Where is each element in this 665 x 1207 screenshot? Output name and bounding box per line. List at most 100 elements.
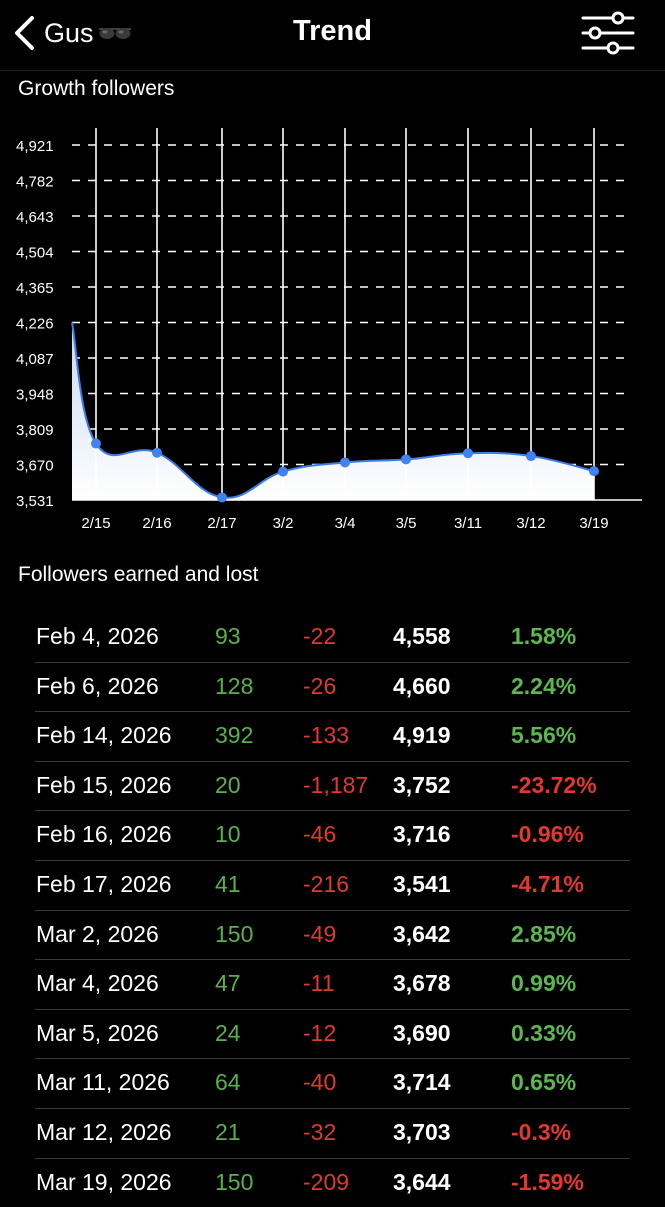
data-point[interactable]: [152, 447, 162, 458]
row-percent-change: 5.56%: [511, 722, 577, 749]
row-date: Feb 4, 2026: [36, 623, 159, 649]
table-row: Feb 16, 2026 10 -46 3,716 -0.96%: [35, 811, 630, 861]
row-total: 4,660: [393, 672, 451, 699]
series-area: [72, 322, 594, 500]
row-total: 3,714: [393, 1069, 451, 1096]
table-row: Feb 6, 2026 128 -26 4,660 2.24%: [35, 663, 630, 713]
table-row: Mar 12, 2026 21 -32 3,703 -0.3%: [35, 1109, 630, 1159]
row-percent-change: -1.59%: [511, 1168, 584, 1195]
row-total: 3,644: [393, 1168, 451, 1195]
x-tick-label: 3/19: [579, 515, 608, 532]
y-tick-label: 4,921: [16, 138, 54, 155]
row-lost: -1,187: [303, 771, 369, 798]
x-tick-label: 2/16: [142, 515, 171, 532]
row-date: Feb 15, 2026: [36, 771, 172, 798]
nav-bar: Gus Trend: [0, 0, 665, 71]
data-point[interactable]: [526, 451, 536, 462]
row-percent-change: -4.71%: [511, 870, 584, 897]
row-date: Mar 19, 2026: [36, 1168, 172, 1195]
sunglasses-icon: [98, 26, 132, 40]
y-tick-label: 4,226: [16, 316, 54, 333]
row-lost: -12: [303, 1019, 337, 1046]
sliders-icon: [581, 11, 635, 55]
row-total: 4,558: [393, 623, 451, 649]
x-tick-label: 3/2: [273, 515, 294, 532]
row-date: Feb 6, 2026: [36, 672, 159, 699]
row-earned: 10: [215, 821, 241, 848]
y-tick-label: 3,948: [16, 387, 54, 404]
chevron-left-icon: [12, 15, 36, 51]
row-total: 3,642: [393, 920, 451, 947]
y-tick-label: 4,087: [16, 351, 54, 368]
row-percent-change: 0.99%: [511, 970, 577, 997]
row-date: Feb 16, 2026: [36, 821, 172, 848]
row-earned: 392: [215, 722, 254, 749]
y-tick-label: 3,809: [16, 422, 54, 439]
row-earned: 64: [215, 1069, 241, 1096]
row-lost: -40: [303, 1069, 337, 1096]
data-point[interactable]: [463, 448, 473, 459]
row-earned: 41: [215, 870, 241, 897]
row-lost: -11: [303, 970, 335, 997]
row-lost: -22: [303, 623, 337, 649]
row-earned: 24: [215, 1019, 241, 1046]
row-date: Mar 5, 2026: [36, 1019, 159, 1046]
row-earned: 93: [215, 623, 241, 649]
row-percent-change: 2.24%: [511, 672, 577, 699]
back-label: Gus: [44, 17, 94, 48]
row-percent-change: 0.65%: [511, 1069, 577, 1096]
row-date: Mar 4, 2026: [36, 970, 159, 997]
row-lost: -32: [303, 1118, 337, 1145]
row-total: 4,919: [393, 722, 451, 749]
data-point[interactable]: [589, 466, 599, 477]
data-point[interactable]: [91, 438, 101, 449]
data-point[interactable]: [217, 492, 227, 503]
table-row: Mar 11, 2026 64 -40 3,714 0.65%: [35, 1059, 630, 1109]
table-row: Mar 4, 2026 47 -11 3,678 0.99%: [35, 960, 630, 1010]
row-lost: -26: [303, 672, 337, 699]
row-date: Feb 14, 2026: [36, 722, 172, 749]
x-tick-label: 2/15: [81, 515, 110, 532]
row-total: 3,678: [393, 970, 451, 997]
row-earned: 150: [215, 920, 254, 947]
data-point[interactable]: [401, 454, 411, 465]
x-tick-label: 3/12: [516, 515, 545, 532]
row-total: 3,690: [393, 1019, 451, 1046]
row-total: 3,703: [393, 1118, 451, 1145]
y-tick-label: 4,365: [16, 280, 54, 297]
row-earned: 47: [215, 970, 241, 997]
row-lost: -209: [303, 1168, 350, 1195]
row-earned: 150: [215, 1168, 254, 1195]
growth-section-title: Growth followers: [18, 77, 175, 100]
back-button[interactable]: Gus: [12, 8, 132, 58]
row-percent-change: 0.33%: [511, 1019, 577, 1046]
table-row: Mar 5, 2026 24 -12 3,690 0.33%: [35, 1010, 630, 1060]
row-lost: -133: [303, 722, 350, 749]
table-row: Feb 17, 2026 41 -216 3,541 -4.71%: [35, 861, 630, 911]
row-date: Feb 17, 2026: [36, 870, 172, 897]
row-earned: 21: [215, 1118, 241, 1145]
table-row: Feb 15, 2026 20 -1,187 3,752 -23.72%: [35, 762, 630, 812]
data-point[interactable]: [278, 466, 288, 477]
row-total: 3,541: [393, 870, 451, 897]
table-row: Feb 14, 2026 392 -133 4,919 5.56%: [35, 712, 630, 762]
row-earned: 128: [215, 672, 254, 699]
row-percent-change: -0.3%: [511, 1118, 572, 1145]
row-earned: 20: [215, 771, 241, 798]
row-percent-change: -23.72%: [511, 771, 597, 798]
row-percent-change: -0.96%: [511, 821, 584, 848]
table-row: Mar 19, 2026 150 -209 3,644 -1.59%: [35, 1159, 630, 1207]
table-section-title: Followers earned and lost: [18, 563, 259, 586]
y-tick-label: 4,504: [16, 245, 54, 262]
x-tick-label: 2/17: [207, 515, 236, 532]
row-date: Mar 12, 2026: [36, 1118, 172, 1145]
row-lost: -216: [303, 870, 350, 897]
filter-button[interactable]: [581, 10, 635, 56]
data-point[interactable]: [340, 457, 350, 468]
x-tick-label: 3/11: [454, 515, 482, 532]
x-tick-label: 3/5: [396, 515, 417, 532]
followers-table: Feb 4, 2026 93 -22 4,558 1.58% Feb 6, 2026 128…: [35, 613, 630, 1207]
y-tick-label: 4,643: [16, 209, 54, 226]
row-total: 3,716: [393, 821, 451, 848]
y-tick-label: 3,531: [16, 493, 54, 510]
